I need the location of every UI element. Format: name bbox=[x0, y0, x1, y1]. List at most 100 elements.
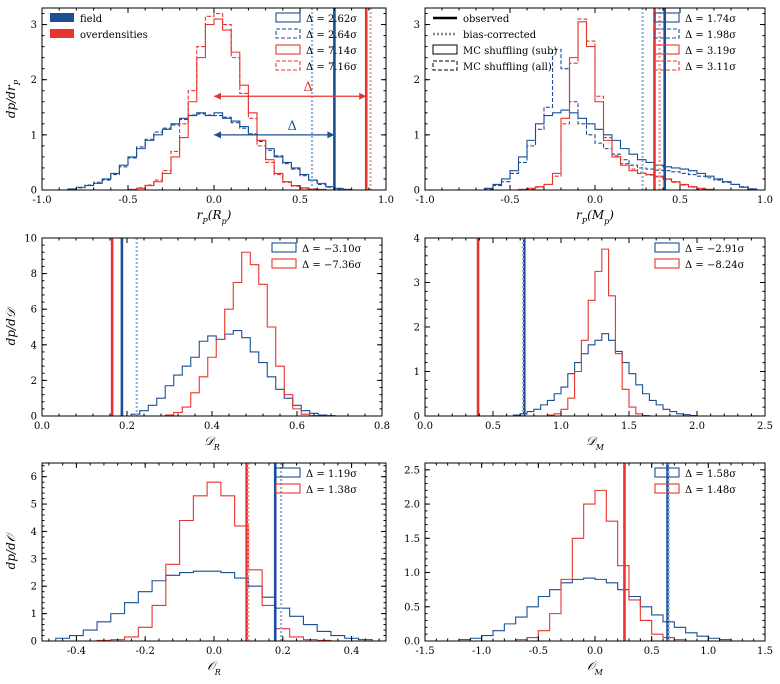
x-tick-label: -0.4 bbox=[67, 646, 86, 657]
series-line-1 bbox=[459, 489, 731, 642]
x-tick-label: -1.0 bbox=[32, 195, 51, 206]
legend-label-mc_sub: MC shuffling (sub) bbox=[463, 46, 557, 57]
legend-label-0: Δ = 1.19σ bbox=[306, 469, 357, 480]
legend-swatch-1 bbox=[275, 483, 301, 494]
x-tick-label: -0.2 bbox=[136, 646, 155, 657]
panel-O_R: -0.4 -0.2 0.0 0.2 0.4 0 1 2 3 4 5 6 𝒪R dp/d𝒪 Δ = 1.19σ… bbox=[4, 462, 387, 677]
panel-O_M: -1.5 -1.0 -0.5 0.0 0.5 1.0 1.5 0.0 0.5 1.0 1.5 2.0 2… bbox=[404, 462, 773, 677]
y-tick-label: 3 bbox=[31, 20, 37, 31]
y-tick-label: 2 bbox=[31, 376, 37, 387]
y-tick-label: 0 bbox=[31, 412, 37, 423]
delta-arrow-label-0: Δ bbox=[303, 80, 312, 95]
series-line-0 bbox=[483, 109, 758, 190]
y-tick-label: 5 bbox=[31, 500, 37, 511]
x-tick-label: 0.0 bbox=[417, 421, 433, 432]
legend-label-0: Δ = 1.74σ bbox=[685, 14, 736, 25]
panel-rp_R: Δ Δ -1.0 -0.5 0.0 0.5 1.0 0 1 2 3 rP(Rp) dp/drP Δ = 2… bbox=[4, 7, 394, 226]
legend-swatch-0 bbox=[271, 242, 297, 253]
legend-label-0: Δ = 1.58σ bbox=[685, 469, 736, 480]
delta-arrowhead-left-0 bbox=[214, 92, 221, 100]
series-line-1 bbox=[131, 251, 336, 417]
x-tick-label: -0.5 bbox=[529, 646, 548, 657]
x-tick-label: 1.0 bbox=[757, 195, 773, 206]
y-tick-label: 3 bbox=[414, 278, 420, 289]
x-tick-label: 0.5 bbox=[672, 195, 688, 206]
delta-arrowhead-right-1 bbox=[327, 131, 335, 139]
panel-D_R: 0.0 0.2 0.4 0.6 0.8 0 2 4 6 8 10 𝒟R dp/d𝒟 Δ = −3.10σ Δ… bbox=[4, 234, 390, 452]
legend-swatch-0 bbox=[654, 467, 680, 478]
panel-D_M: 0.0 0.5 1.0 1.5 2.0 2.5 0 1 2 3 4 𝒟M Δ = −2.91σ Δ = −… bbox=[414, 234, 773, 452]
series-line-0 bbox=[55, 570, 373, 641]
delta-arrowhead-left-1 bbox=[214, 131, 221, 139]
y-axis-label: dp/d𝒟 bbox=[4, 306, 18, 345]
y-axis-label: dp/d𝒪 bbox=[4, 531, 18, 569]
legend-label-bias_corrected: bias-corrected bbox=[463, 30, 537, 41]
x-tick-label: 0.4 bbox=[344, 646, 360, 657]
x-axis-label: 𝒪M bbox=[587, 659, 604, 677]
y-tick-label: 0 bbox=[414, 186, 420, 197]
y-tick-label: 0 bbox=[31, 637, 37, 648]
legend-swatch-1 bbox=[654, 258, 680, 269]
y-tick-label: 2 bbox=[414, 323, 420, 334]
x-tick-label: -0.5 bbox=[118, 195, 137, 206]
y-tick-label: 1.0 bbox=[404, 568, 420, 579]
legend-swatch-2 bbox=[654, 44, 680, 55]
legend-label-0: Δ = 2.62σ bbox=[306, 14, 357, 25]
x-tick-label: 0.0 bbox=[206, 646, 222, 657]
legend-swatch-1 bbox=[271, 258, 297, 269]
x-tick-label: 0.0 bbox=[206, 195, 222, 206]
x-tick-label: 0.5 bbox=[485, 421, 501, 432]
series-line-1 bbox=[55, 481, 373, 642]
y-tick-label: 1 bbox=[31, 130, 37, 141]
legend-label-3: Δ = 7.16σ bbox=[306, 62, 357, 73]
legend-label-field: field bbox=[80, 14, 103, 25]
legend-label-1: Δ = −7.36σ bbox=[302, 260, 362, 271]
x-axis-label: 𝒟R bbox=[204, 434, 220, 452]
series-line-3 bbox=[50, 12, 352, 191]
legend-swatch-mc-sub bbox=[432, 44, 458, 55]
legend-swatch-overdensities bbox=[50, 29, 74, 38]
x-tick-label: 1.0 bbox=[378, 195, 394, 206]
x-tick-label: 0.4 bbox=[204, 421, 220, 432]
delta-arrow-label-1: Δ bbox=[288, 119, 297, 134]
y-axis-label: dp/drP bbox=[4, 79, 22, 118]
x-tick-label: 0.5 bbox=[644, 646, 660, 657]
series-line-1 bbox=[513, 248, 697, 417]
x-tick-label: -1.5 bbox=[415, 646, 434, 657]
x-tick-label: 1.0 bbox=[700, 646, 716, 657]
y-tick-label: 2 bbox=[31, 582, 37, 593]
legend-label-overdensities: overdensities bbox=[80, 30, 148, 41]
x-axis-label: 𝒟M bbox=[586, 434, 605, 452]
x-tick-label: -1.0 bbox=[472, 646, 491, 657]
y-tick-label: 0.5 bbox=[404, 602, 420, 613]
delta-arrowhead-right-0 bbox=[359, 92, 367, 100]
x-tick-label: -1.0 bbox=[415, 195, 434, 206]
x-tick-label: 0.0 bbox=[587, 195, 603, 206]
legend-label-0: Δ = −2.91σ bbox=[685, 244, 745, 255]
x-tick-label: -0.5 bbox=[500, 195, 519, 206]
legend-swatch-field bbox=[50, 13, 74, 22]
panel-rp_M: -1.0 -0.5 0.0 0.5 1.0 0 1 2 3 rP(Mp) Δ = 1.74σ Δ = … bbox=[414, 7, 773, 226]
legend-label-3: Δ = 3.11σ bbox=[685, 62, 736, 73]
x-tick-label: 2.5 bbox=[757, 421, 773, 432]
y-tick-label: 3 bbox=[31, 554, 37, 565]
legend-swatch-1 bbox=[275, 28, 301, 39]
x-tick-label: 0.8 bbox=[374, 421, 390, 432]
x-axis-label: 𝒪R bbox=[207, 659, 221, 677]
y-tick-label: 4 bbox=[414, 234, 420, 245]
legend-swatch-0 bbox=[654, 242, 680, 253]
legend-label-1: Δ = 2.64σ bbox=[306, 30, 357, 41]
y-tick-label: 2.0 bbox=[404, 500, 420, 511]
y-tick-label: 1.5 bbox=[404, 534, 420, 545]
series-line-0 bbox=[50, 112, 353, 191]
x-tick-label: 0.0 bbox=[34, 421, 50, 432]
y-tick-label: 0 bbox=[414, 412, 420, 423]
series-line-0 bbox=[130, 330, 336, 417]
series-line-0 bbox=[512, 333, 698, 417]
legend-swatch-mc-all bbox=[432, 60, 458, 71]
legend-swatch-1 bbox=[654, 483, 680, 494]
y-tick-label: 6 bbox=[31, 305, 37, 316]
x-tick-label: 0.5 bbox=[292, 195, 308, 206]
y-tick-label: 1 bbox=[414, 130, 420, 141]
